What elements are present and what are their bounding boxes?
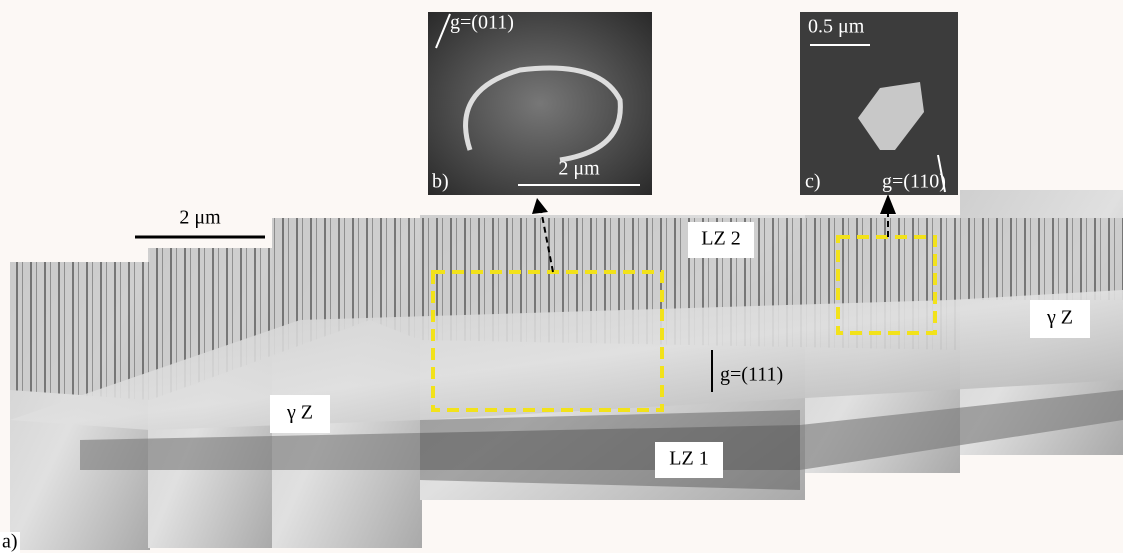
roi-box	[836, 235, 937, 335]
panel-label: b)	[432, 171, 449, 193]
arrowhead	[880, 194, 896, 214]
annotation: LZ 2	[701, 228, 740, 250]
inset-b	[428, 12, 652, 195]
g-vector: g=(011)	[450, 12, 514, 34]
arrowhead	[532, 198, 548, 214]
label-box	[1030, 300, 1090, 338]
roi-box	[431, 270, 664, 412]
annotation: g=(111)	[720, 364, 783, 386]
montage	[10, 190, 1123, 550]
dislocation	[463, 65, 623, 163]
g-line	[435, 13, 451, 49]
annotation: γ Z	[1046, 307, 1073, 329]
panel-label: c)	[805, 171, 821, 193]
scale-label: 2 μm	[179, 207, 221, 229]
label-box	[270, 395, 330, 433]
particle	[858, 82, 924, 150]
annotation: γ Z	[286, 402, 313, 424]
arrow	[540, 209, 554, 273]
label-box	[688, 222, 754, 258]
g-line	[937, 154, 946, 193]
label-box	[0, 532, 20, 553]
annotation: LZ 1	[669, 448, 708, 470]
panel-label: a)	[2, 531, 18, 553]
label-box	[655, 442, 723, 478]
scale-label: 0.5 μm	[808, 16, 865, 38]
scale-label: 2 μm	[558, 158, 600, 180]
g-vector: g=(110)	[882, 171, 946, 193]
